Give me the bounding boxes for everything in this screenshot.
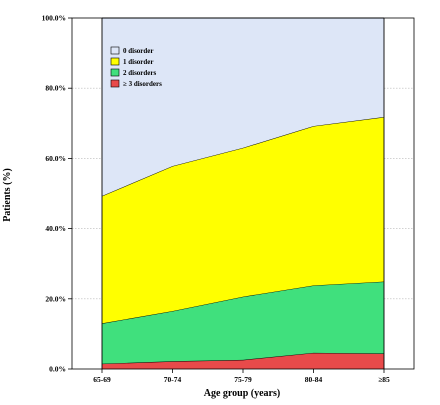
y-tick-label: 60.0%: [45, 154, 66, 163]
legend-item-2-disorders: 2 disorders: [110, 68, 157, 77]
x-axis-title: Age group (years): [204, 388, 280, 399]
legend-label: ≥ 3 disorders: [123, 80, 162, 88]
legend: 0 disorder 1 disorder 2 disorders ≥ 3 disor…: [110, 46, 162, 88]
y-tick-label: 20.0%: [45, 294, 66, 303]
y-tick-label: 100.0%: [42, 14, 66, 23]
y-axis-title: Patients (%): [2, 168, 13, 222]
area-series: [101, 17, 385, 369]
y-tick-label: 40.0%: [45, 224, 66, 233]
legend-swatch: [110, 79, 120, 88]
y-tick-label: 80.0%: [45, 84, 66, 93]
legend-item-1-disorder: 1 disorder: [110, 57, 154, 66]
y-tick-label: 0.0%: [49, 365, 66, 374]
area-1-disorder: [102, 116, 384, 324]
x-tick-label: ≥85: [378, 375, 390, 384]
area-0-disorder: [102, 18, 384, 196]
x-axis-ticks: 65-69 70-74 75-79 80-84 ≥85: [93, 369, 390, 384]
legend-item-ge-3-disorders: ≥ 3 disorders: [110, 79, 162, 88]
legend-label: 2 disorders: [123, 69, 157, 77]
x-tick-label: 70-74: [164, 375, 182, 384]
y-axis-ticks: 0.0% 20.0% 40.0% 60.0% 80.0% 100.0%: [42, 14, 72, 374]
legend-swatch: [110, 68, 120, 77]
legend-swatch: [110, 57, 120, 66]
legend-swatch: [110, 46, 120, 55]
x-tick-label: 65-69: [93, 375, 111, 384]
area-ge-3-disorders: [102, 352, 384, 369]
x-tick-label: 75-79: [234, 375, 252, 384]
legend-label: 0 disorder: [123, 47, 154, 55]
area-2-disorders: [102, 281, 384, 364]
legend-item-0-disorder: 0 disorder: [110, 46, 154, 55]
x-tick-label: 80-84: [305, 375, 323, 384]
legend-label: 1 disorder: [123, 58, 154, 66]
